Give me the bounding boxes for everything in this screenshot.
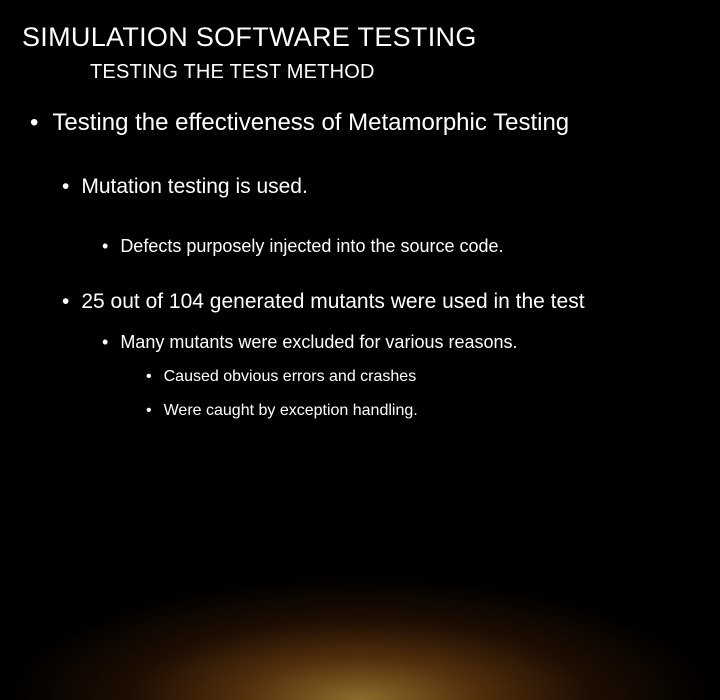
slide-container: SIMULATION SOFTWARE TESTING TESTING THE … <box>0 0 720 540</box>
list-item: Were caught by exception handling. <box>146 400 692 422</box>
bullet-list-level-3: Many mutants were excluded for various r… <box>0 330 720 354</box>
bullet-text: 25 out of 104 generated mutants were use… <box>81 288 584 315</box>
bullet-text: Caused obvious errors and crashes <box>164 366 417 388</box>
bullet-list-level-1: Testing the effectiveness of Metamorphic… <box>0 108 720 139</box>
bullet-list-level-2: Mutation testing is used. <box>0 173 720 200</box>
bullet-text: Testing the effectiveness of Metamorphic… <box>52 108 569 139</box>
slide-content: SIMULATION SOFTWARE TESTING TESTING THE … <box>0 22 720 423</box>
bullet-text: Mutation testing is used. <box>81 173 307 200</box>
bullet-list-level-2: 25 out of 104 generated mutants were use… <box>0 288 720 315</box>
bullet-text: Many mutants were excluded for various r… <box>120 330 517 354</box>
bullet-text: Were caught by exception handling. <box>164 400 418 422</box>
list-item: Many mutants were excluded for various r… <box>102 330 692 354</box>
list-item: Mutation testing is used. <box>62 173 692 200</box>
list-item: Testing the effectiveness of Metamorphic… <box>30 108 692 139</box>
list-item: 25 out of 104 generated mutants were use… <box>62 288 692 315</box>
slide-subtitle: TESTING THE TEST METHOD <box>0 61 720 108</box>
list-item: Caused obvious errors and crashes <box>146 366 692 388</box>
list-item: Defects purposely injected into the sour… <box>102 234 692 258</box>
bullet-list-level-4: Caused obvious errors and crashes Were c… <box>0 366 720 423</box>
bullet-text: Defects purposely injected into the sour… <box>120 234 503 258</box>
bullet-list-level-3: Defects purposely injected into the sour… <box>0 234 720 258</box>
slide-title: SIMULATION SOFTWARE TESTING <box>0 22 720 61</box>
